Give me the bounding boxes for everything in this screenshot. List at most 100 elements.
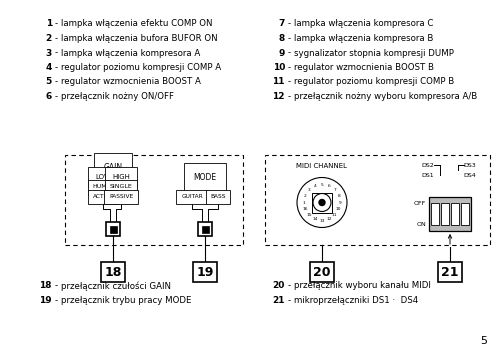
Text: 14: 14 [312,217,318,221]
Text: OFF: OFF [414,201,426,206]
Text: -: - [55,19,58,29]
Text: -: - [288,63,291,72]
Text: 8: 8 [338,194,340,198]
Bar [101,262,125,282]
Bar [451,203,459,225]
Text: 9: 9 [278,48,285,57]
Text: -: - [288,19,291,29]
Text: DS4: DS4 [464,173,476,178]
Text: -: - [288,34,291,43]
Bar [202,225,208,233]
Text: 1: 1 [302,200,306,205]
Text: lampka włączenia bufora BUFOR ON: lampka włączenia bufora BUFOR ON [61,34,218,43]
Text: 12: 12 [326,217,332,221]
Bar [265,155,490,245]
Text: 20: 20 [272,281,285,291]
Text: 11: 11 [332,213,338,217]
Text: 15: 15 [306,213,312,217]
Text: -: - [55,92,58,101]
Text: DS1: DS1 [422,173,434,178]
Text: przełącznik nożny wyboru kompresora A/B: przełącznik nożny wyboru kompresora A/B [294,92,477,101]
Circle shape [313,194,331,211]
Text: BASS: BASS [210,194,226,200]
Text: DS3: DS3 [464,163,476,168]
Text: 5: 5 [480,336,487,346]
Bar [310,262,334,282]
Text: ACTIVE: ACTIVE [92,194,114,200]
Text: regulator poziomu kompresji COMP A: regulator poziomu kompresji COMP A [61,63,221,72]
Text: sygnalizator stopnia kompresji DUMP: sygnalizator stopnia kompresji DUMP [294,48,454,57]
Text: 7: 7 [278,19,285,29]
Text: HIGH: HIGH [112,174,130,180]
Text: przełącznik trybu pracy MODE: przełącznik trybu pracy MODE [61,296,192,305]
Circle shape [319,200,325,206]
Text: 3: 3 [46,48,52,57]
Text: przełącznik czułości GAIN: przełącznik czułości GAIN [61,281,171,291]
Text: 8: 8 [279,34,285,43]
Bar [312,193,332,212]
Bar [106,222,120,236]
Text: LOW: LOW [95,174,111,180]
Text: 5: 5 [320,183,324,187]
Text: przełącznik wyboru kanału MIDI: przełącznik wyboru kanału MIDI [294,281,431,291]
Text: 2: 2 [304,194,306,198]
Bar [441,203,449,225]
Text: -: - [55,63,58,72]
Text: 10: 10 [336,207,342,211]
Text: 7: 7 [334,188,336,192]
Text: -: - [55,296,58,305]
Text: lampka włączenia efektu COMP ON: lampka włączenia efektu COMP ON [61,19,212,29]
Bar [65,155,243,245]
Text: 1: 1 [46,19,52,29]
Text: -: - [55,281,58,291]
Text: 3: 3 [308,188,310,192]
Text: -: - [288,281,291,291]
Text: DS2: DS2 [422,163,434,168]
Text: 16: 16 [302,207,308,211]
Text: 21: 21 [272,296,285,305]
Text: 6: 6 [46,92,52,101]
Text: regulator wzmocnienia BOOST A: regulator wzmocnienia BOOST A [61,78,201,86]
Bar [198,222,212,236]
Bar [110,225,116,233]
Text: 4: 4 [46,63,52,72]
Text: 11: 11 [272,78,285,86]
Text: -: - [55,48,58,57]
Text: regulator poziomu kompresji COMP B: regulator poziomu kompresji COMP B [294,78,454,86]
Text: 2: 2 [46,34,52,43]
Bar [429,197,471,231]
Text: 19: 19 [40,296,52,305]
Text: 9: 9 [338,200,342,205]
Text: ON: ON [416,222,426,227]
Text: regulator wzmocnienia BOOST B: regulator wzmocnienia BOOST B [294,63,434,72]
Text: SINGLE: SINGLE [110,184,132,189]
Text: -: - [288,48,291,57]
Bar [438,262,462,282]
Text: 12: 12 [272,92,285,101]
Text: -: - [55,34,58,43]
Text: -: - [288,92,291,101]
Text: -: - [288,78,291,86]
Text: PASSIVE: PASSIVE [109,194,133,200]
Text: lampka włączenia kompresora C: lampka włączenia kompresora C [294,19,434,29]
Text: 20: 20 [313,266,331,279]
Text: -: - [288,296,291,305]
Bar [193,262,217,282]
Text: -: - [55,78,58,86]
Text: 5: 5 [46,78,52,86]
Text: GUITAR: GUITAR [181,194,203,200]
Text: mikroprzełączniki DS1 ·  DS4: mikroprzełączniki DS1 · DS4 [294,296,418,305]
Text: 6: 6 [328,184,330,188]
Text: 18: 18 [40,281,52,291]
Bar [461,203,469,225]
Text: lampka włączenia kompresora A: lampka włączenia kompresora A [61,48,200,57]
Text: 4: 4 [314,184,316,188]
Text: MIDI CHANNEL: MIDI CHANNEL [296,163,348,169]
Text: GAIN: GAIN [104,162,122,171]
Text: lampka włączenia kompresora B: lampka włączenia kompresora B [294,34,434,43]
Text: 18: 18 [104,266,122,279]
Text: HUMB.: HUMB. [92,184,114,189]
Text: 10: 10 [272,63,285,72]
Text: 13: 13 [320,218,325,223]
Text: 21: 21 [442,266,459,279]
